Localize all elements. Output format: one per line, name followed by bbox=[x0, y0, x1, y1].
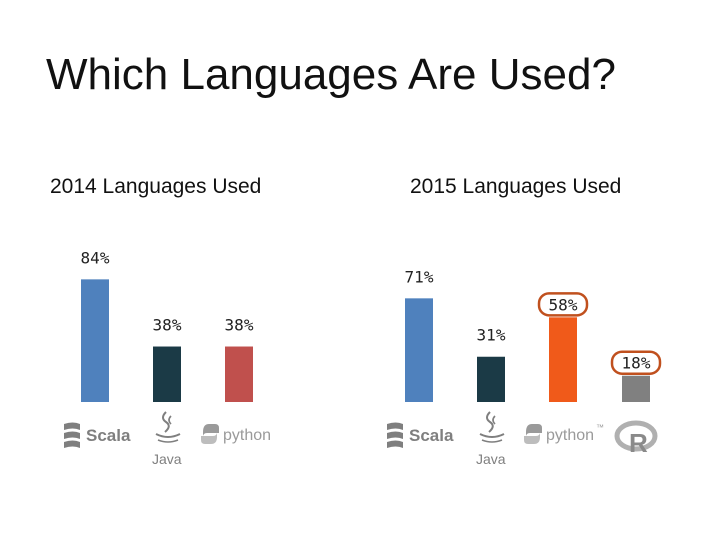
bar-scala-2015 bbox=[405, 298, 433, 402]
bar-r-2015 bbox=[622, 375, 650, 402]
java-logo-text: Java bbox=[152, 451, 182, 467]
bar-python-2014 bbox=[225, 346, 253, 402]
slide-title: Which Languages Are Used? bbox=[46, 50, 616, 99]
r-logo-icon: R bbox=[614, 420, 658, 458]
data-label: 18% bbox=[622, 354, 651, 373]
python-logo-icon: python bbox=[201, 424, 271, 444]
data-label: 31% bbox=[477, 326, 506, 345]
python-trademark-text: ™ bbox=[596, 423, 604, 432]
r-logo-text: R bbox=[629, 428, 648, 458]
scala-logo-icon: Scala bbox=[64, 422, 131, 448]
highlight-ring bbox=[537, 292, 589, 317]
data-label: 84% bbox=[81, 248, 110, 267]
java-logo-text: Java bbox=[476, 451, 506, 467]
scala-logo-text: Scala bbox=[86, 426, 131, 445]
java-logo-icon: Java bbox=[152, 411, 182, 467]
data-label: 58% bbox=[549, 295, 578, 314]
scala-logo-icon: Scala bbox=[387, 422, 454, 448]
python-logo-text: python bbox=[546, 427, 594, 444]
data-label: 38% bbox=[225, 316, 254, 335]
data-label: 71% bbox=[405, 267, 434, 286]
chart-title-2014: 2014 Languages Used bbox=[50, 175, 262, 198]
scala-logo-text: Scala bbox=[409, 426, 454, 445]
bar-python-2015 bbox=[549, 317, 577, 402]
highlight-ring bbox=[610, 350, 662, 375]
bar-scala-2014 bbox=[81, 279, 109, 402]
chart-title-2015: 2015 Languages Used bbox=[410, 175, 622, 198]
bar-java-2014 bbox=[153, 346, 181, 402]
bar-java-2015 bbox=[477, 356, 505, 402]
data-label: 38% bbox=[153, 316, 182, 335]
python-logo-text: python bbox=[223, 427, 271, 444]
java-logo-icon: Java bbox=[476, 411, 506, 467]
python-logo-icon: python ™ bbox=[524, 423, 604, 444]
